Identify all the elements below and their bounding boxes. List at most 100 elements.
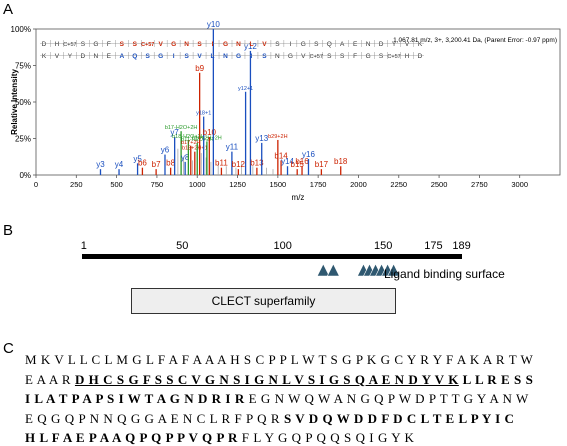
sequence-top-residue: S <box>275 41 280 48</box>
peak-label: b13 <box>250 159 264 168</box>
sequence-top-residue: N <box>236 41 241 48</box>
peak-label: b17-H2O+2H <box>165 125 198 131</box>
sequence-bottom-residue: S <box>184 53 189 60</box>
sequence-bottom-residue: C+57 <box>387 54 400 60</box>
peak-label: b10 <box>203 128 217 137</box>
sequence-top-residue: N <box>366 41 371 48</box>
sequence-top-residue: S <box>81 41 86 48</box>
highlighted-segment: H L F A E P A A Q P Q P P V Q P R <box>25 430 238 446</box>
peak-label: b17+2H <box>181 140 200 146</box>
y-tick-label: 25% <box>15 135 31 144</box>
x-tick-label: 2750 <box>471 180 488 189</box>
ligand-site-markers <box>316 263 401 277</box>
sequence-line: E Q G Q P N N Q G G A E N C L R F P Q R … <box>25 411 515 427</box>
sequence-bottom-residue: I <box>173 53 175 60</box>
peak-label: y14 <box>281 157 294 166</box>
detected-peptide-segment: D H C S G F S S C V G N S I G N L V S I … <box>74 371 459 387</box>
sequence-bottom-residue: Y <box>68 53 73 60</box>
peak-label: b18+2H+1 <box>182 146 208 152</box>
sequence-line: E A A R D H C S G F S S C V G N S I G N … <box>25 372 533 388</box>
sequence-bottom-residue: E <box>107 53 112 60</box>
sequence-top-residue: G <box>223 41 228 48</box>
panel-b-letter: B <box>3 222 14 239</box>
peak-label: y16 <box>302 150 315 159</box>
peak-label: b6 <box>138 159 147 168</box>
x-tick-label: 250 <box>70 180 83 189</box>
ligand-binding-label: Ligand binding surface <box>384 267 505 281</box>
peak-label: b29+2H <box>268 134 287 140</box>
y-tick-label: 0% <box>19 171 31 180</box>
sequence-segment: E G N W Q W A N G Q P W D P T T G Y A N … <box>248 391 529 407</box>
peak-label: y4 <box>115 160 124 169</box>
sequence-top-residue: I <box>289 41 291 48</box>
x-tick-label: 750 <box>151 180 164 189</box>
clect-domain-label: CLECT superfamily <box>211 294 316 308</box>
ruler-label: 1 <box>80 240 87 252</box>
ruler-label: 150 <box>373 240 393 252</box>
x-axis-label: m/z <box>292 193 305 202</box>
highlighted-segment: L L R E S S <box>462 371 534 387</box>
sequence-top-residue: V <box>405 41 410 48</box>
peak-label: y18+1 <box>196 111 211 117</box>
plot-frame <box>35 28 561 176</box>
sequence-bottom-residue: S <box>262 53 267 60</box>
sequence-bottom-residue: H <box>405 53 410 60</box>
sequence-bottom-residue: F <box>353 53 357 60</box>
sequence-line: H L F A E P A A Q P Q P P V Q P R F L Y … <box>25 430 414 446</box>
x-tick-label: 3000 <box>511 180 528 189</box>
peak-label: y10 <box>207 20 220 29</box>
sequence-bottom-residue: S <box>146 53 151 60</box>
ruler-label: 175 <box>424 240 443 252</box>
peak-label: b9 <box>195 64 204 73</box>
sequence-top-residue: N <box>184 41 189 48</box>
sequence-top-residue: S <box>197 41 202 48</box>
sequence-top-residue: F <box>107 41 111 48</box>
sequence-top-residue: V <box>159 41 164 48</box>
peak-label: b18 <box>334 157 348 166</box>
ligand-site-triangle <box>387 263 401 277</box>
sequence-segment: F L Y G Q P Q Q S Q I G Y K <box>241 430 415 446</box>
sequence-segment: E A A R <box>25 371 72 387</box>
sequence-bottom-residue: S <box>340 53 345 60</box>
peak-label: b12 <box>232 160 246 169</box>
peak-label: b18+2H+2H <box>192 135 222 141</box>
peak-label: y13 <box>255 134 268 143</box>
peak-label: b11 <box>215 159 228 168</box>
peak-label: b14 <box>274 151 288 160</box>
sequence-top-residue: S <box>133 41 138 48</box>
peak-label: y11 <box>226 143 239 152</box>
peak-label: y12+1 <box>238 86 253 92</box>
ligand-site-triangle <box>316 263 330 277</box>
ruler-label: 189 <box>452 240 471 252</box>
peak-label: b11-H2O+2H <box>181 137 213 143</box>
sequence-segment: E Q G Q P N N Q G G A E N C L R F P Q R <box>25 410 281 426</box>
panel-c-letter: C <box>3 340 14 357</box>
sequence-top-residue: K <box>418 41 423 48</box>
sequence-bottom-residue: Q <box>132 53 137 60</box>
peak-label: y12 <box>244 42 257 51</box>
sequence-bottom-residue: N <box>275 53 280 60</box>
sequence-line: I L A T P A P S I W T A G N D R I R E G … <box>25 391 529 407</box>
y-tick-label: 50% <box>15 98 31 107</box>
sequence-top-residue: G <box>171 41 176 48</box>
sequence-top-residue: S <box>314 41 319 48</box>
peak-label: y6 <box>161 146 170 155</box>
sequence-bottom-residue: I <box>251 53 253 60</box>
sequence-segment: M K V L L C L M G L F A F A A A H S C P … <box>25 352 534 367</box>
sequence-top-residue: H <box>55 41 60 48</box>
sequence-bottom-residue: D <box>418 53 423 60</box>
sequence-top-residue: D <box>42 41 47 48</box>
sequence-top-residue: D <box>379 41 384 48</box>
x-tick-label: 2500 <box>431 180 448 189</box>
x-tick-label: 2000 <box>350 180 367 189</box>
sequence-bottom-residue: V <box>55 53 60 60</box>
x-tick-label: 0 <box>34 180 38 189</box>
x-tick-label: 1000 <box>189 180 206 189</box>
sequence-bottom-residue: G <box>366 53 371 60</box>
x-tick-label: 1750 <box>310 180 327 189</box>
peak-label: y8 <box>181 153 190 162</box>
sequence-bottom-residue: V <box>301 53 306 60</box>
precursor-info: 1,067.81 m/z, 3+, 3,200.41 Da, (Parent E… <box>393 37 557 44</box>
sequence-bottom-residue: N <box>94 53 99 60</box>
sequence-bottom-residue: G <box>288 53 293 60</box>
